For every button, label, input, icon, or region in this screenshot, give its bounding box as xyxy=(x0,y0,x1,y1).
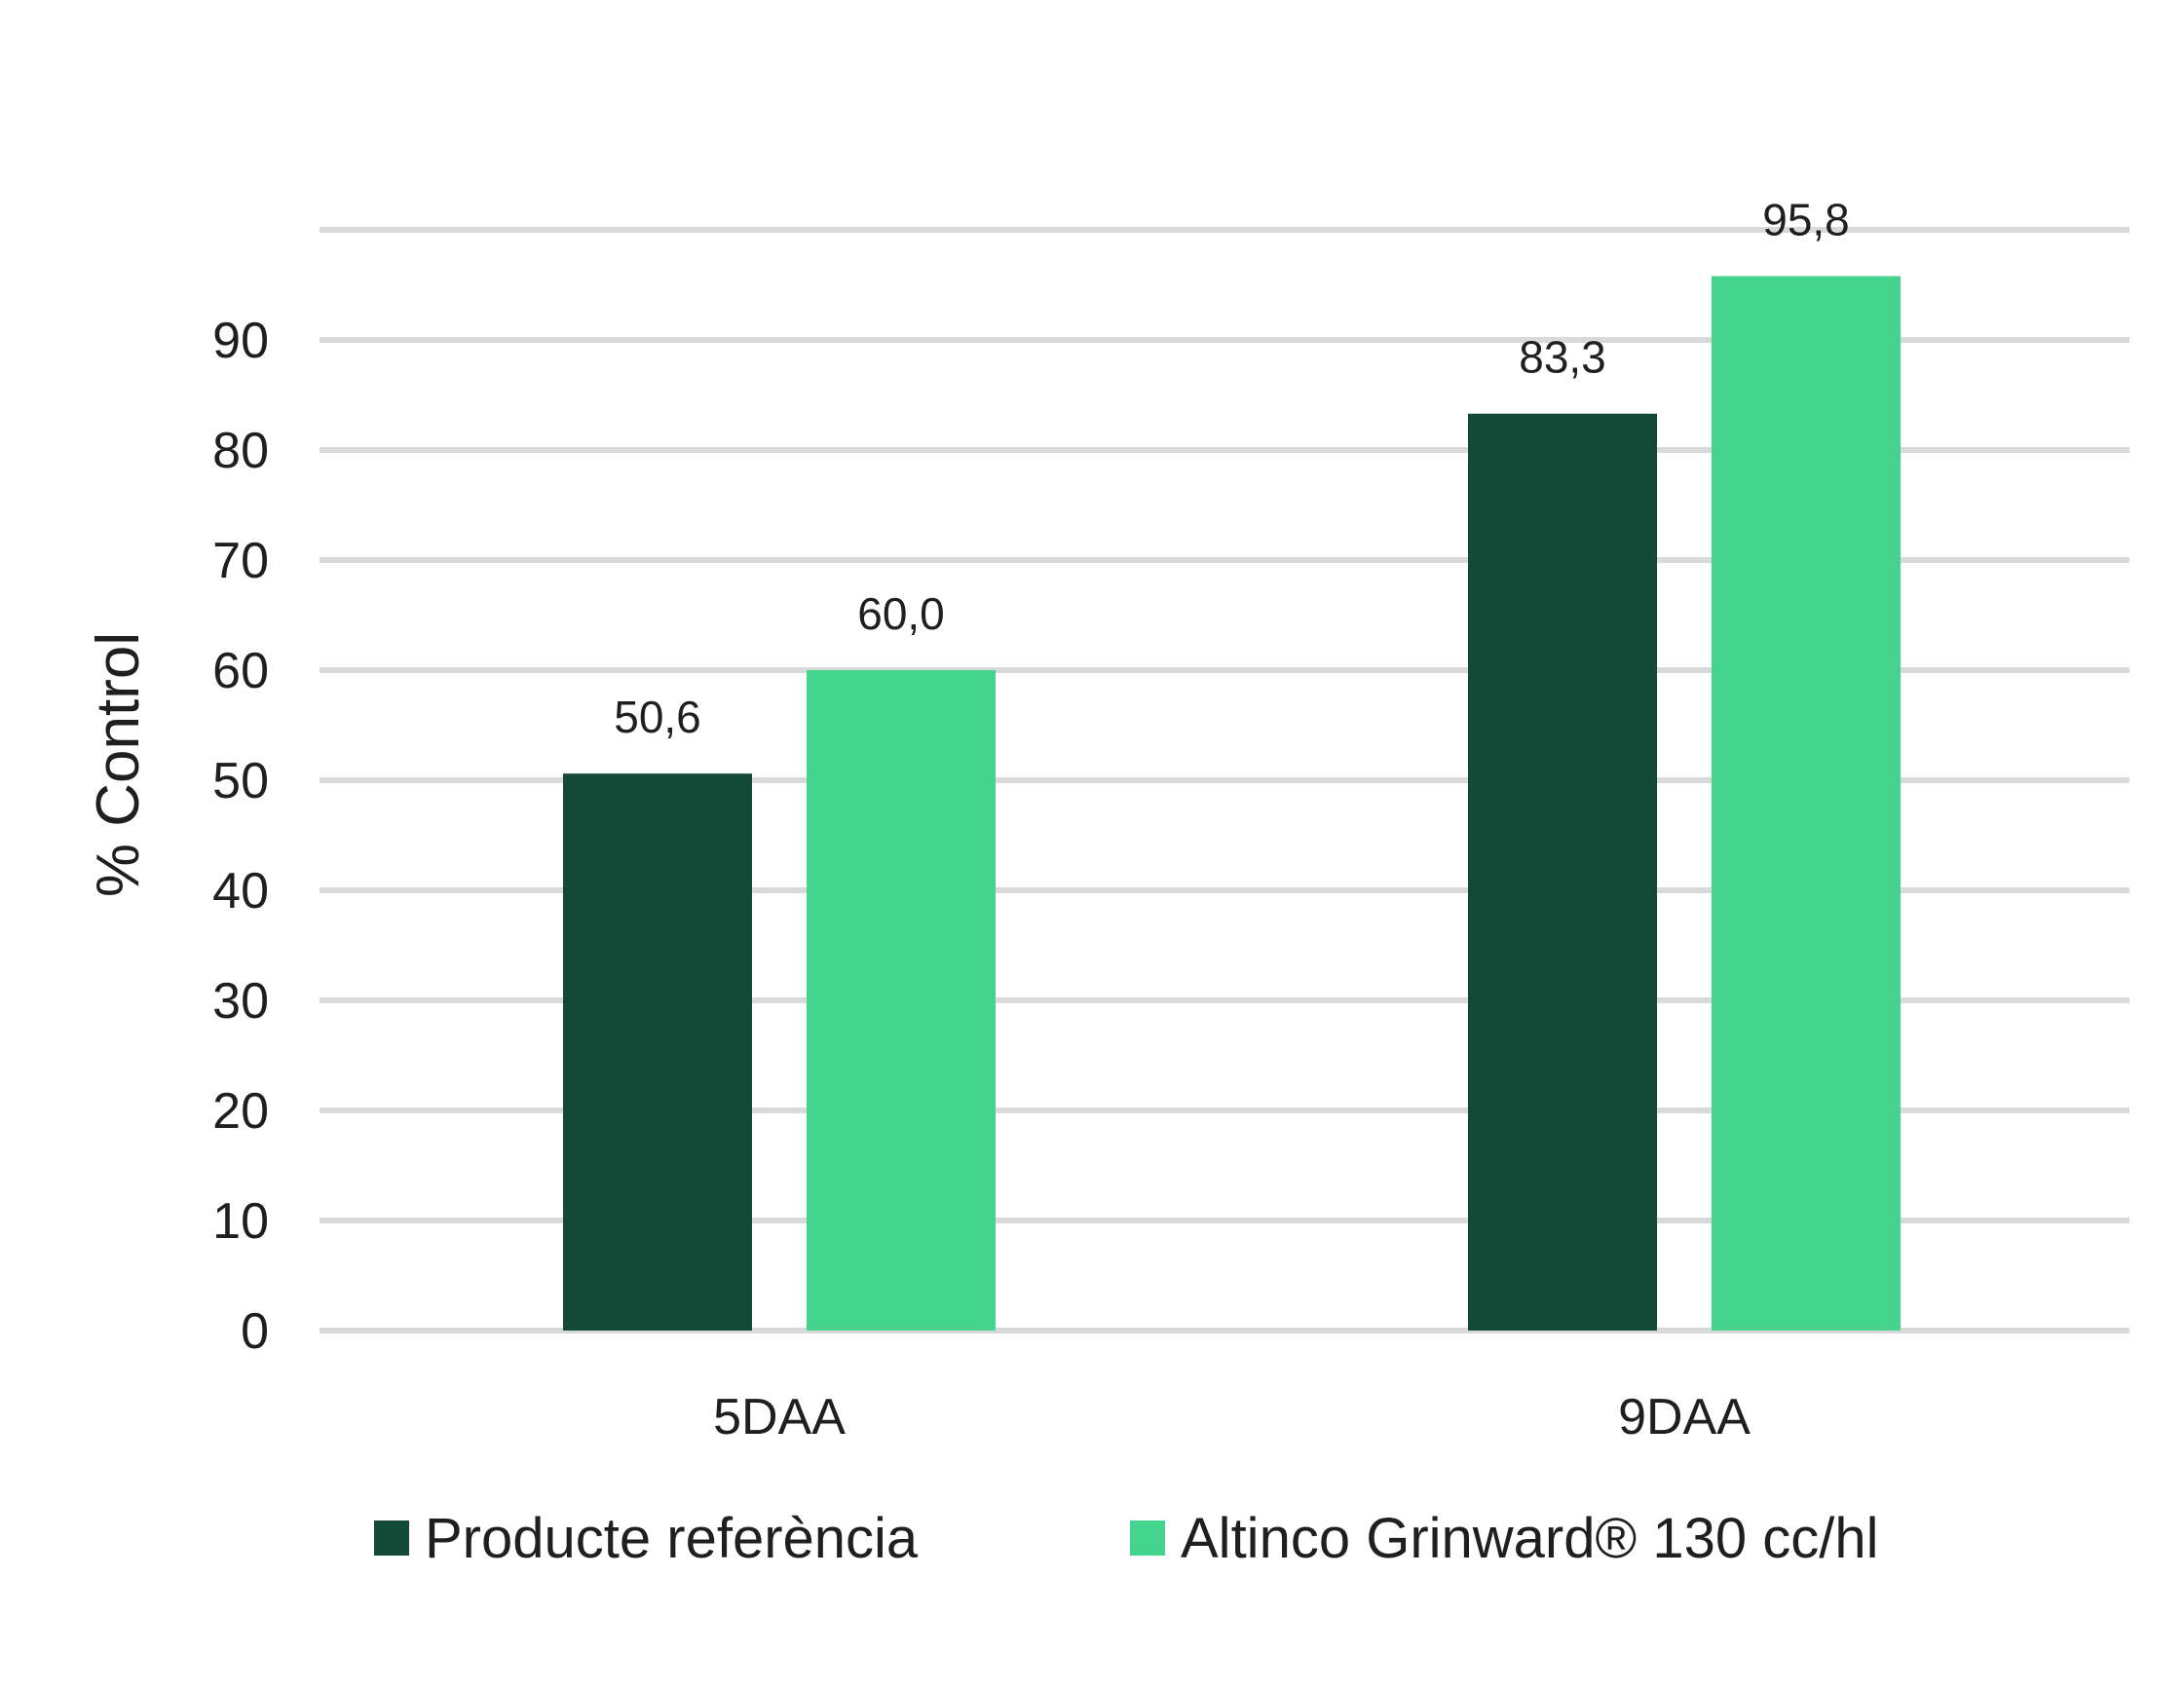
legend-item: Altinco Grinward® 130 cc/hl xyxy=(1130,1507,1878,1570)
y-tick-label: 10 xyxy=(212,1193,269,1250)
data-label: 83,3 xyxy=(1519,332,1606,383)
y-tick-label: 40 xyxy=(212,863,269,920)
y-axis-ticks: 0 10 20 30 40 50 60 70 80 90 xyxy=(212,313,269,1360)
y-tick-label: 70 xyxy=(212,533,269,589)
y-tick-label: 60 xyxy=(212,643,269,699)
bars xyxy=(563,276,1901,1332)
y-tick-label: 80 xyxy=(212,423,269,479)
legend-swatch xyxy=(1130,1520,1165,1556)
y-axis-title: % Control xyxy=(85,632,152,897)
legend: Producte referència Altinco Grinward® 130… xyxy=(374,1507,1878,1570)
bar xyxy=(563,773,752,1331)
x-tick-label: 5DAA xyxy=(713,1389,846,1445)
y-tick-label: 20 xyxy=(212,1083,269,1140)
x-tick-label: 9DAA xyxy=(1618,1389,1751,1445)
legend-label: Altinco Grinward® 130 cc/hl xyxy=(1181,1507,1878,1570)
bar xyxy=(1712,276,1901,1332)
y-tick-label: 90 xyxy=(212,313,269,369)
y-tick-label: 30 xyxy=(212,973,269,1030)
data-labels: 50,6 60,0 83,3 95,8 xyxy=(614,194,1850,742)
x-axis-ticks: 5DAA 9DAA xyxy=(713,1389,1751,1445)
bar xyxy=(807,670,996,1331)
data-label: 60,0 xyxy=(857,588,945,639)
data-label: 50,6 xyxy=(614,692,701,742)
bar xyxy=(1468,413,1657,1332)
y-tick-label: 50 xyxy=(212,753,269,809)
data-label: 95,8 xyxy=(1762,194,1850,244)
y-tick-label: 0 xyxy=(241,1303,269,1360)
legend-item: Producte referència xyxy=(374,1507,919,1570)
legend-swatch xyxy=(374,1520,409,1556)
legend-label: Producte referència xyxy=(425,1507,919,1570)
